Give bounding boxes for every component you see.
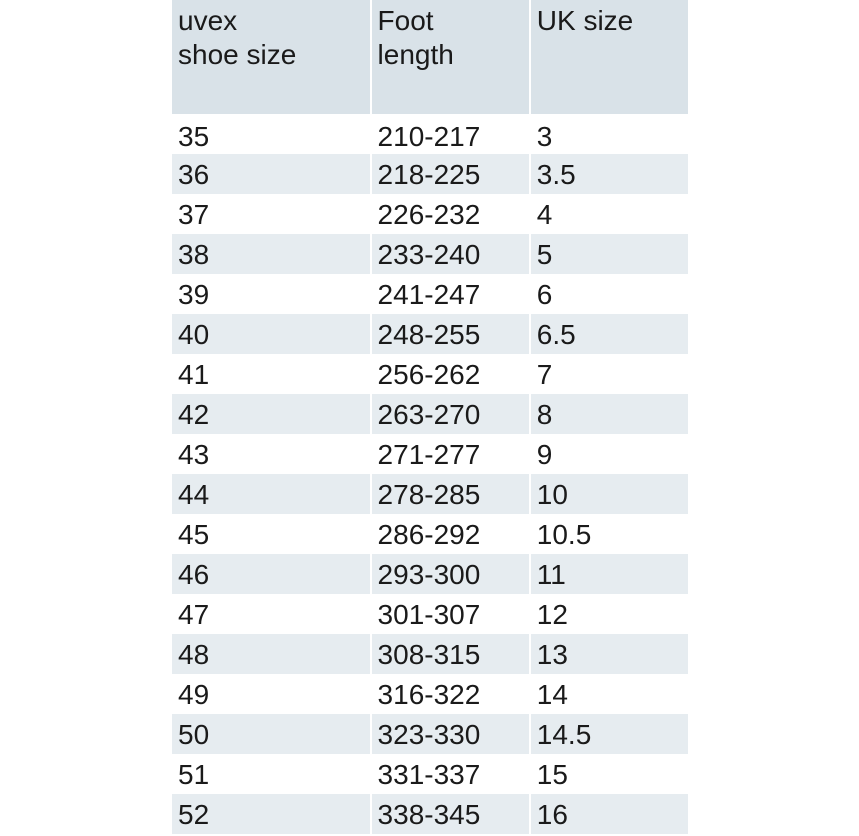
uvex-size-cell: 47 <box>172 594 372 634</box>
uvex-size-cell: 35 <box>172 114 372 154</box>
uk-size-cell: 16 <box>530 794 688 834</box>
uvex-size-cell: 48 <box>172 634 372 674</box>
uk-size-cell: 4 <box>536 199 553 230</box>
foot-length-cell: 293-300 <box>371 554 531 594</box>
uvex-size-cell: 50 <box>172 714 372 754</box>
uk-size-cell: 5 <box>530 234 688 274</box>
uk-size-cell: 8 <box>530 394 688 434</box>
uvex-size-cell: 37 <box>172 194 372 234</box>
table-row: 44 278-285 10 <box>172 474 688 514</box>
table-row: 46 293-300 11 <box>172 554 688 594</box>
uvex-size-cell: 45 <box>172 514 372 554</box>
uvex-size-cell: 39 <box>172 274 372 314</box>
uk-size-cell: 12 <box>536 599 568 630</box>
table-row: 45 286-292 10.5 <box>172 514 688 554</box>
foot-length-cell: 301-307 <box>372 594 531 634</box>
header-uk-size: UK size <box>530 0 688 114</box>
foot-length-cell: 263-270 <box>371 394 531 434</box>
table-row: 39 241-247 6 <box>172 274 688 314</box>
foot-length-cell: 316-322 <box>372 674 531 714</box>
uvex-size-cell: 46 <box>172 554 372 594</box>
foot-length-cell: 286-292 <box>372 514 531 554</box>
foot-length-cell: 233-240 <box>371 234 531 274</box>
uk-size-cell: 6 <box>536 279 553 310</box>
uk-size-cell: 6.5 <box>530 314 688 354</box>
table-row: 40 248-255 6.5 <box>172 314 688 354</box>
foot-length-cell: 248-255 <box>371 314 531 354</box>
table-row: 48 308-315 13 <box>172 634 688 674</box>
header-line: shoe size <box>178 39 297 70</box>
header-row: uvex shoe size Foot length UK size <box>172 0 688 114</box>
header-foot-length: Foot length <box>371 0 531 114</box>
uk-size-cell: 10 <box>530 474 688 514</box>
foot-length-cell: 278-285 <box>371 474 531 514</box>
table-row: 37 226-232 4 <box>172 194 688 234</box>
uk-size-cell: 15 <box>536 759 568 790</box>
table-row: 35 210-217 3 <box>172 114 688 154</box>
uk-size-cell: 14 <box>536 679 568 710</box>
table-row: 52 338-345 16 <box>172 794 688 834</box>
uvex-size-cell: 52 <box>172 794 372 834</box>
uk-size-cell: 3 <box>530 114 688 154</box>
uvex-size-cell: 38 <box>172 234 372 274</box>
uk-size-cell: 13 <box>530 634 688 674</box>
uvex-size-cell: 41 <box>172 354 372 394</box>
uvex-size-cell: 42 <box>172 394 372 434</box>
uvex-size-cell: 40 <box>172 314 372 354</box>
uvex-size-cell: 44 <box>172 474 372 514</box>
table-row: 36 218-225 3.5 <box>172 154 688 194</box>
uvex-size-cell: 51 <box>172 754 372 794</box>
table-row: 51 331-337 15 <box>172 754 688 794</box>
uk-size-cell: 7 <box>536 359 553 390</box>
uk-size-cell: 10.5 <box>536 519 592 550</box>
uvex-size-cell: 43 <box>172 434 372 474</box>
table-row: 49 316-322 14 <box>172 674 688 714</box>
foot-length-cell: 308-315 <box>371 634 531 674</box>
foot-length-cell: 226-232 <box>372 194 531 234</box>
header-line: length <box>377 39 454 70</box>
table-row: 38 233-240 5 <box>172 234 688 274</box>
header-line: UK size <box>536 5 634 36</box>
table-row: 47 301-307 12 <box>172 594 688 634</box>
uk-size-cell: 14.5 <box>530 714 688 754</box>
table-row: 42 263-270 8 <box>172 394 688 434</box>
header-line: Foot <box>377 5 434 36</box>
foot-length-cell: 338-345 <box>371 794 531 834</box>
table-row: 43 271-277 9 <box>172 434 688 474</box>
uvex-size-cell: 49 <box>172 674 372 714</box>
uvex-size-cell: 36 <box>172 154 372 194</box>
foot-length-cell: 323-330 <box>371 714 531 754</box>
table-row: 41 256-262 7 <box>172 354 688 394</box>
foot-length-cell: 271-277 <box>372 434 531 474</box>
header-uvex-shoe-size: uvex shoe size <box>172 0 372 114</box>
uk-size-cell: 11 <box>530 554 688 594</box>
uk-size-cell: 9 <box>536 439 553 470</box>
table-body: 35 210-217 3 36 218-225 3.5 37 226-232 4 38 233-24… <box>172 114 688 834</box>
shoe-size-table: uvex shoe size Foot length UK size 35 210-2… <box>172 0 688 834</box>
header-line: uvex <box>178 5 238 36</box>
table-row: 50 323-330 14.5 <box>172 714 688 754</box>
foot-length-cell: 331-337 <box>372 754 531 794</box>
uk-size-cell: 3.5 <box>530 154 688 194</box>
foot-length-cell: 241-247 <box>372 274 531 314</box>
foot-length-cell: 218-225 <box>371 154 531 194</box>
foot-length-cell: 256-262 <box>372 354 531 394</box>
foot-length-cell: 210-217 <box>371 114 531 154</box>
